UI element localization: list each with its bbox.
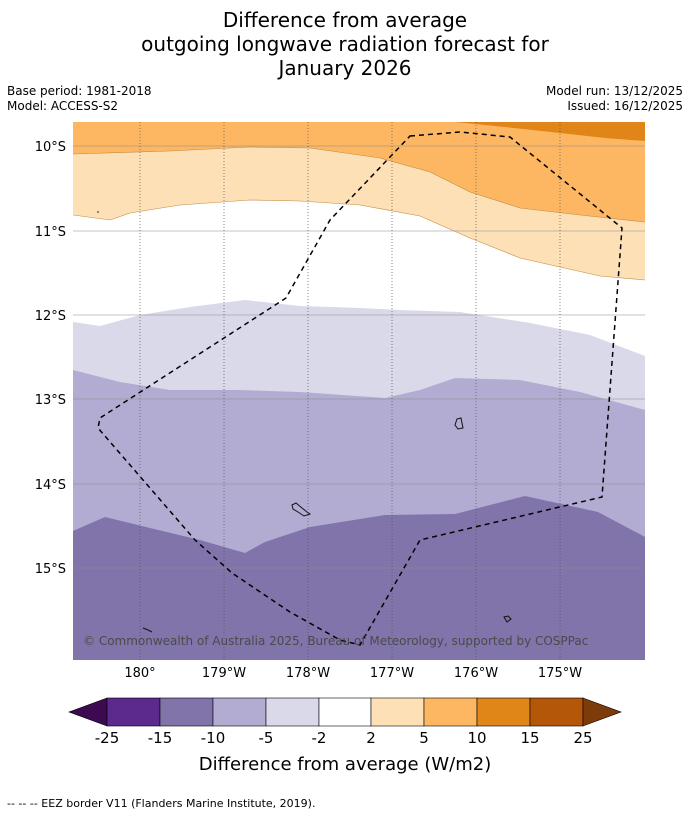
lat-label: 10°S [35, 140, 66, 155]
lat-gridlines [73, 145, 645, 569]
colorbar-segment [476, 697, 531, 727]
island-south-east [503, 615, 512, 623]
band-10-to-15 [455, 122, 645, 141]
colorbar-segment [370, 697, 425, 727]
colorbar-tick: -25 [95, 729, 120, 747]
colorbar [68, 697, 622, 727]
colorbar-segment [318, 697, 372, 727]
colorbar-tick: 5 [419, 729, 429, 747]
colorbar-ticks: -25 -15 -10 -5 -2 2 5 10 15 25 [95, 729, 593, 747]
title-line-3: January 2026 [278, 56, 412, 80]
lon-label: 176°W [454, 666, 498, 681]
eez-footnote: -- -- -- EEZ border V11 (Flanders Marine… [7, 797, 316, 810]
map-area: © Commonwealth of Australia 2025, Bureau… [73, 122, 645, 660]
lat-label: 11°S [35, 225, 66, 240]
colorbar-segment [106, 697, 161, 727]
island-south-west [142, 627, 153, 633]
lat-label: 14°S [35, 478, 66, 493]
colorbar-segment [265, 697, 320, 727]
islands [97, 211, 512, 633]
base-period: Base period: 1981-2018 [7, 84, 152, 98]
title-line-2: outgoing longwave radiation forecast for [141, 32, 549, 56]
band-minus15-to-minus10 [73, 496, 645, 660]
colorbar-tick: -5 [259, 729, 274, 747]
colorbar-extend-low [68, 697, 108, 727]
colorbar-segment [423, 697, 478, 727]
meta-left: Base period: 1981-2018 Model: ACCESS-S2 [7, 84, 152, 114]
colorbar-tick: 10 [467, 729, 486, 747]
lat-label: 15°S [35, 562, 66, 577]
colorbar-tick: -2 [312, 729, 327, 747]
colorbar-tick: -10 [201, 729, 226, 747]
lon-label: 178°W [286, 666, 330, 681]
lon-label: 175°W [538, 666, 582, 681]
band-5-to-10 [73, 122, 645, 222]
eez-border [97, 131, 623, 646]
model-name: Model: ACCESS-S2 [7, 99, 119, 113]
colorbar-title: Difference from average (W/m2) [199, 754, 491, 775]
title-line-1: Difference from average [222, 8, 468, 32]
copyright-text: © Commonwealth of Australia 2025, Bureau… [83, 634, 588, 648]
lon-labels: 180° 179°W 178°W 177°W 176°W 175°W [124, 666, 582, 681]
issued-date: Issued: 16/12/2025 [567, 99, 683, 113]
lat-labels: 10°S 11°S 12°S 13°S 14°S 15°S [35, 140, 66, 577]
island-central [291, 502, 312, 517]
chart-title: Difference from average outgoing longwav… [0, 8, 690, 80]
lon-label: 177°W [370, 666, 414, 681]
colorbar-extend-high [582, 697, 622, 727]
colorbar-tick: 25 [573, 729, 592, 747]
colorbar-segment [159, 697, 214, 727]
meta-right: Model run: 13/12/2025 Issued: 16/12/2025 [546, 84, 683, 114]
colorbar-tick: 2 [366, 729, 376, 747]
lat-label: 12°S [35, 309, 66, 324]
island-north [454, 417, 464, 430]
colorbar-tick: 15 [520, 729, 539, 747]
lat-label: 13°S [35, 393, 66, 408]
lon-label: 180° [124, 666, 155, 681]
lon-label: 179°W [202, 666, 246, 681]
islet-northwest [97, 211, 99, 213]
colorbar-segment [529, 697, 584, 727]
colorbar-tick: -15 [148, 729, 173, 747]
colorbar-segment [212, 697, 267, 727]
model-run: Model run: 13/12/2025 [545, 84, 683, 98]
contour-lines [73, 146, 645, 281]
